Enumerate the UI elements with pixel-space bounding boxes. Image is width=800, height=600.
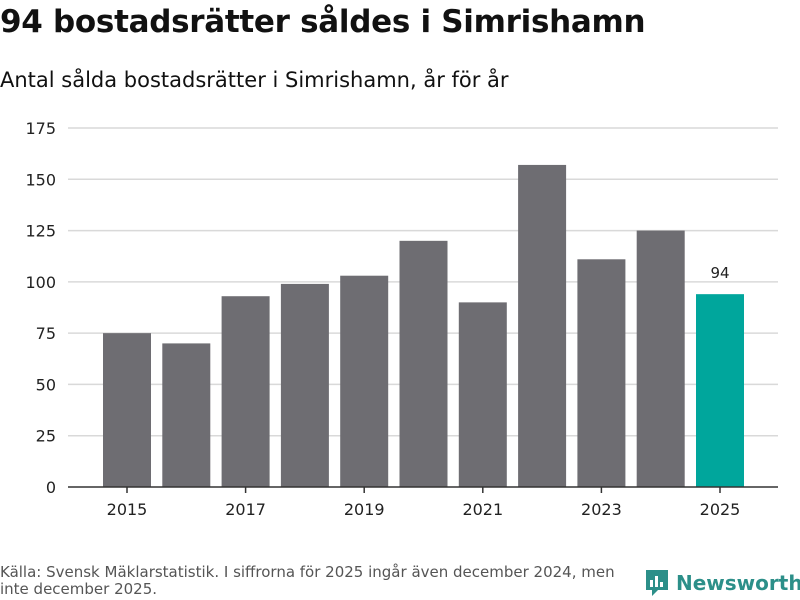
y-tick-label: 125 [25,222,56,241]
x-tick-label: 2025 [700,500,741,519]
bar [340,275,389,487]
chart-subtitle: Antal sålda bostadsrätter i Simrishamn, … [0,68,509,92]
bar [518,164,567,487]
y-tick-label: 50 [36,375,56,394]
x-tick-label: 2023 [581,500,622,519]
bar [280,283,329,487]
x-tick-label: 2021 [462,500,503,519]
bar [162,343,211,487]
chart-title: 94 bostadsrätter såldes i Simrishamn [0,4,646,40]
newsworthy-logo-icon [646,570,668,596]
bar [696,294,744,487]
data-label: 94 [710,264,729,282]
bar [458,302,507,487]
y-tick-label: 0 [46,478,56,497]
bar [577,259,626,487]
source-note: Källa: Svensk Mäklarstatistik. I siffror… [0,563,615,598]
bar [221,296,270,487]
x-tick-label: 2019 [344,500,385,519]
bar [399,240,448,487]
bar [636,230,685,488]
bar [103,333,151,487]
newsworthy-logo-text: Newsworthy [676,571,800,595]
y-tick-label: 150 [25,170,56,189]
y-tick-label: 175 [25,119,56,138]
newsworthy-logo: Newsworthy [644,568,800,598]
y-tick-label: 75 [36,324,56,343]
y-tick-label: 25 [36,427,56,446]
bar-chart: 0 25 50 75 100 125 150 175 2015 2017 2019 2021 2023 2… [25,119,778,519]
x-tick-label: 2015 [107,500,148,519]
x-tick-label: 2017 [225,500,266,519]
y-tick-label: 100 [25,273,56,292]
